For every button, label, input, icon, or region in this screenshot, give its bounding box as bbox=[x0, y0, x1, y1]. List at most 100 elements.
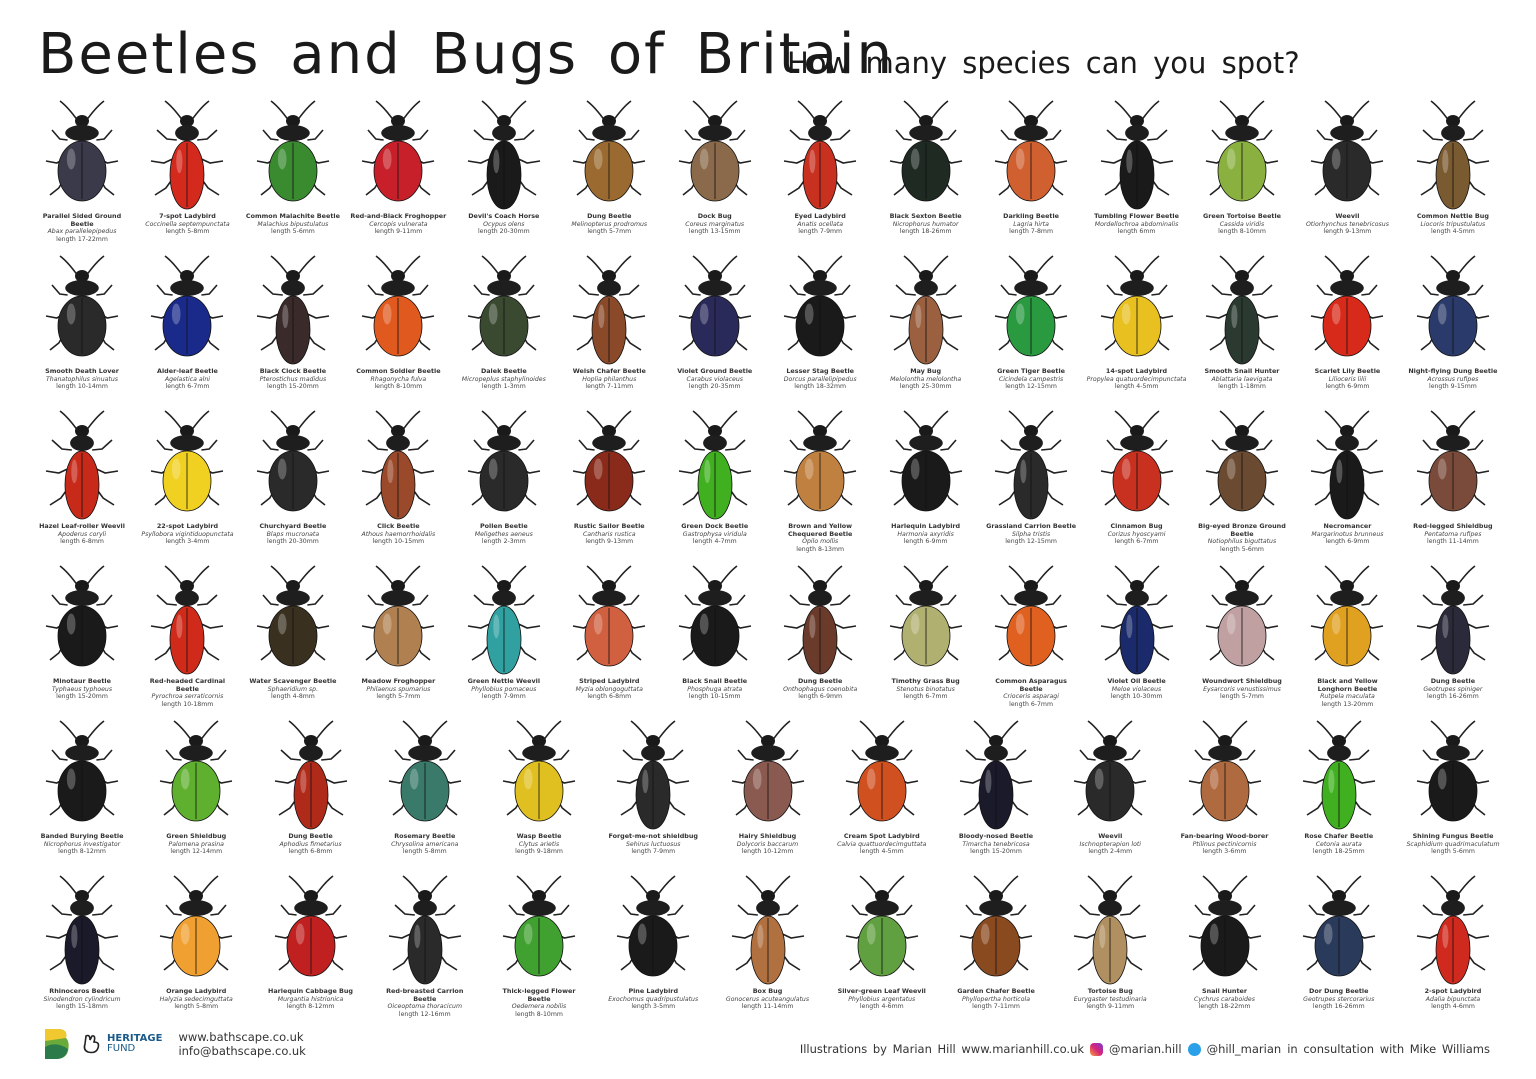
insect-illustration bbox=[1416, 565, 1490, 675]
insect-illustration bbox=[45, 100, 119, 202]
species-name: Garden Chafer Beetle bbox=[957, 987, 1035, 995]
species-name: Dung Beetle bbox=[288, 832, 333, 840]
species-latin-name: Onthophagus coenobita bbox=[783, 685, 858, 693]
species-name: Hazel Leaf-roller Weevil bbox=[39, 522, 125, 530]
species-latin-name: Dorcus parallelipipedus bbox=[783, 375, 857, 383]
species-row: Minotaur Beetle Typhaeus typhoeus length 1… bbox=[30, 560, 1505, 715]
species-length: length 6-8mm bbox=[60, 538, 104, 545]
species-name: Forget-me-not shieldbug bbox=[608, 832, 698, 840]
species-card: Harlequin Ladybird Harmonia axyridis lengt… bbox=[874, 405, 978, 560]
species-length: length 20-30mm bbox=[267, 538, 319, 545]
species-latin-name: Otiorhynchus tenebricosus bbox=[1305, 220, 1389, 228]
species-length: length 1-18mm bbox=[1218, 383, 1266, 390]
species-latin-name: Timarcha tenebricosa bbox=[962, 840, 1030, 848]
species-length: length 12-15mm bbox=[1005, 383, 1057, 390]
species-name: Black Sexton Beetle bbox=[889, 212, 962, 220]
species-card: Common Soldier Beetle Rhagonycha fulva len… bbox=[346, 250, 450, 405]
species-latin-name: Calvia quattuordecimguttata bbox=[837, 840, 927, 848]
email-link[interactable]: info@bathscape.co.uk bbox=[178, 1044, 306, 1058]
species-name: Violet Ground Beetle bbox=[677, 367, 753, 375]
website-link[interactable]: www.bathscape.co.uk bbox=[178, 1030, 304, 1044]
insect-illustration bbox=[274, 720, 347, 830]
species-latin-name: Halyzia sedecimguttata bbox=[159, 995, 233, 1003]
species-length: length 9-18mm bbox=[515, 848, 563, 855]
species-name: Minotaur Beetle bbox=[53, 677, 111, 685]
species-length: length 7-9mm bbox=[481, 693, 526, 700]
insect-illustration bbox=[845, 720, 918, 822]
species-length: length 18-25mm bbox=[1312, 848, 1365, 855]
insect-illustration bbox=[784, 100, 857, 210]
insect-illustration bbox=[959, 720, 1033, 830]
species-latin-name: Ablattaria laevigata bbox=[1211, 375, 1273, 383]
species-latin-name: Gonocerus acuteangulatus bbox=[725, 995, 810, 1003]
species-latin-name: Eysarcoris venustissimus bbox=[1203, 685, 1281, 693]
species-card: Fan-bearing Wood-borer Ptilinus pectinico… bbox=[1173, 715, 1277, 870]
insect-illustration bbox=[1416, 255, 1490, 357]
species-card: Common Asparagus Beetle Crioceris asparag… bbox=[979, 560, 1083, 715]
insect-illustration bbox=[256, 565, 330, 667]
insect-illustration bbox=[151, 100, 224, 210]
species-latin-name: Oiceoptoma thoracicum bbox=[387, 1003, 462, 1010]
instagram-icon bbox=[1090, 1042, 1104, 1056]
species-length: length 6-7mm bbox=[903, 693, 948, 700]
insect-illustration bbox=[959, 875, 1033, 977]
insect-illustration bbox=[362, 410, 435, 520]
species-length: length 6-9mm bbox=[798, 693, 843, 700]
species-card: Darkling Beetle Lagria hirta length 7-8mm bbox=[979, 95, 1083, 250]
species-latin-name: Sehirus luctuosus bbox=[625, 840, 681, 848]
species-row: Parallel Sided Ground Beetle Abax paralle… bbox=[30, 95, 1505, 250]
species-card: Smooth Snail Hunter Ablattaria laevigata l… bbox=[1190, 250, 1294, 405]
insect-illustration bbox=[151, 255, 224, 357]
species-length: length 2-4mm bbox=[1088, 848, 1133, 855]
species-card: 2-spot Ladybird Adalia bipunctata length 4… bbox=[1401, 870, 1505, 1025]
species-latin-name: Pentatoma rufipes bbox=[1424, 530, 1482, 538]
species-length: length 5-8mm bbox=[165, 228, 210, 235]
species-length: length 11-14mm bbox=[1427, 538, 1479, 545]
insect-illustration bbox=[994, 255, 1068, 357]
species-name: Rosemary Beetle bbox=[394, 832, 456, 840]
species-name: Thick-legged Flower Beetle bbox=[502, 987, 576, 1003]
species-name: Water Scavenger Beetle bbox=[249, 677, 337, 685]
species-length: length 10-15mm bbox=[688, 693, 741, 700]
species-name: Weevil bbox=[1098, 832, 1123, 840]
species-latin-name: Murgantia histrionica bbox=[277, 995, 344, 1003]
instagram-handle[interactable]: @marian.hill bbox=[1109, 1042, 1182, 1056]
insect-illustration bbox=[388, 875, 461, 985]
species-length: length 15-20mm bbox=[56, 693, 108, 700]
insect-illustration bbox=[1416, 875, 1490, 985]
species-length: length 12-16mm bbox=[398, 1010, 451, 1018]
species-name: Rustic Sailor Beetle bbox=[573, 522, 645, 530]
species-name: Green Nettle Weevil bbox=[467, 677, 541, 685]
species-latin-name: Lilioceris lilii bbox=[1328, 375, 1367, 383]
species-length: length 3-5mm bbox=[631, 1003, 676, 1010]
species-card: Rhinoceros Beetle Sinodendron cylindricum… bbox=[30, 870, 134, 1025]
species-card: Common Malachite Beetle Malachius bipustu… bbox=[241, 95, 345, 250]
species-length: length 15-18mm bbox=[56, 1003, 108, 1010]
species-latin-name: Margarinotus brunneus bbox=[1311, 530, 1384, 538]
species-name: Rose Chafer Beetle bbox=[1304, 832, 1374, 840]
twitter-handle[interactable]: @hill_marian bbox=[1206, 1042, 1282, 1056]
species-name: Necromancer bbox=[1323, 522, 1372, 530]
species-latin-name: Phyllobius pomaceus bbox=[471, 685, 537, 693]
species-length: length 5-7mm bbox=[587, 228, 632, 235]
insect-illustration bbox=[1302, 875, 1375, 977]
species-card: Churchyard Beetle Blaps mucronata length 2… bbox=[241, 405, 345, 560]
species-name: Snail Hunter bbox=[1201, 987, 1248, 995]
species-card: Devil's Coach Horse Ocypus olens length 20… bbox=[452, 95, 556, 250]
species-card: Forget-me-not shieldbug Sehirus luctuosus… bbox=[601, 715, 705, 870]
species-card: May Bug Melolontha melolontha length 25-30… bbox=[874, 250, 978, 405]
species-length: length 8-13mm bbox=[796, 545, 845, 553]
species-length: length 17-22mm bbox=[56, 235, 108, 243]
species-name: Alder-leaf Beetle bbox=[157, 367, 218, 375]
species-card: 22-spot Ladybird Psyllobora vigintiduopun… bbox=[135, 405, 239, 560]
species-latin-name: Notiophilus biguttatus bbox=[1207, 538, 1277, 545]
species-name: Box Bug bbox=[752, 987, 783, 995]
species-grid: Parallel Sided Ground Beetle Abax paralle… bbox=[30, 95, 1505, 1025]
species-length: length 5-8mm bbox=[174, 1003, 219, 1010]
species-latin-name: Ptilinus pectinicornis bbox=[1192, 840, 1257, 848]
insect-illustration bbox=[256, 255, 330, 365]
species-card: Black Clock Beetle Pterostichus madidus le… bbox=[241, 250, 345, 405]
insect-illustration bbox=[1311, 410, 1384, 520]
species-name: Dung Beetle bbox=[1430, 677, 1476, 685]
species-latin-name: Exochomus quadripustulatus bbox=[608, 995, 699, 1003]
